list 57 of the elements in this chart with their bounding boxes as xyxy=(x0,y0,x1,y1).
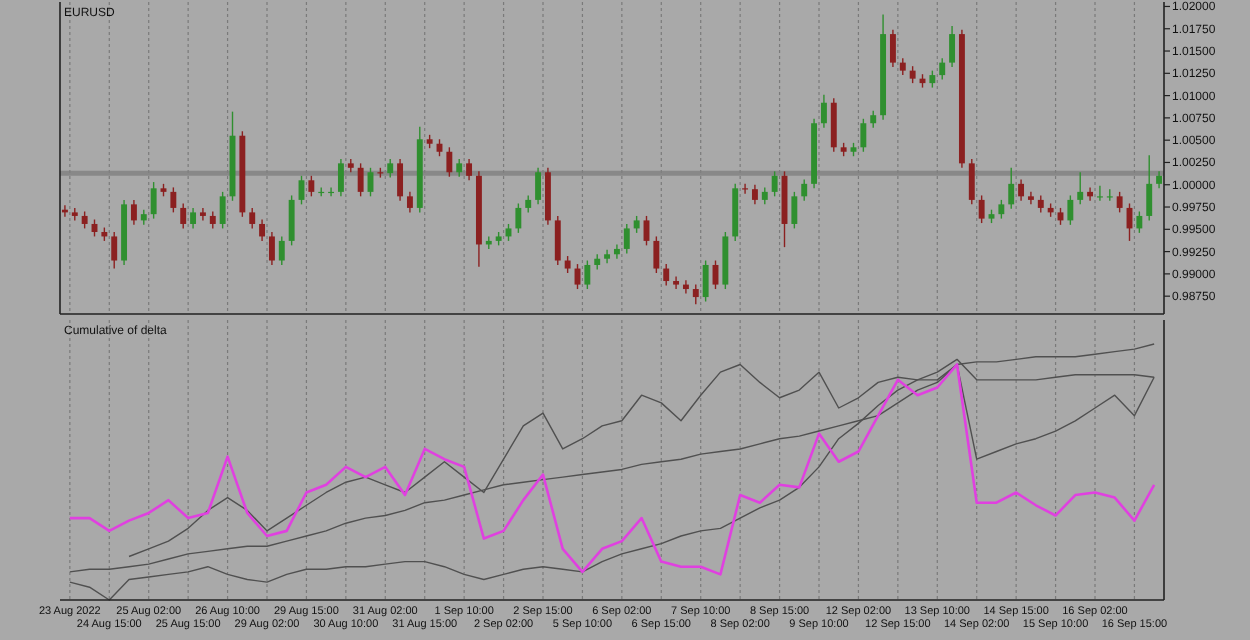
candlestick xyxy=(1146,154,1153,222)
candlestick xyxy=(1077,171,1084,206)
candlestick xyxy=(249,207,256,230)
candlestick xyxy=(219,191,226,230)
candlestick xyxy=(968,158,975,206)
candlestick xyxy=(1067,194,1074,226)
candlestick xyxy=(613,243,620,260)
candlestick xyxy=(820,94,827,129)
candlestick xyxy=(288,194,295,247)
candlestick xyxy=(1027,191,1034,206)
candlestick xyxy=(554,215,561,266)
candlestick xyxy=(663,263,670,287)
candlestick xyxy=(584,259,591,290)
candlestick xyxy=(673,275,680,290)
candlestick xyxy=(406,191,413,214)
candlestick xyxy=(150,181,157,220)
candlestick xyxy=(771,170,778,198)
candlestick xyxy=(791,191,798,230)
candlestick xyxy=(446,146,453,178)
candlestick xyxy=(397,158,404,202)
candlestick xyxy=(1116,191,1123,214)
candlestick xyxy=(623,223,630,255)
candlestick xyxy=(949,25,956,68)
candlestick xyxy=(268,231,275,266)
candlestick xyxy=(199,207,206,222)
candlestick xyxy=(1136,210,1143,234)
candlestick xyxy=(1018,178,1025,202)
candlestick xyxy=(259,218,266,242)
candlestick xyxy=(751,184,758,206)
candlestick xyxy=(357,162,364,198)
candlestick xyxy=(830,97,837,153)
candlestick xyxy=(111,231,118,270)
candlestick xyxy=(515,202,522,234)
candlestick xyxy=(387,158,394,179)
candlestick xyxy=(170,186,177,214)
candlestick xyxy=(801,178,808,202)
candlestick xyxy=(939,57,946,81)
candlestick xyxy=(466,158,473,181)
candlestick xyxy=(692,283,699,305)
candlestick xyxy=(278,235,285,266)
candlestick xyxy=(130,199,137,226)
candlestick xyxy=(653,235,660,274)
candlestick xyxy=(180,202,187,230)
candlestick xyxy=(889,28,896,68)
candlestick xyxy=(1096,184,1103,202)
candlestick xyxy=(978,194,985,224)
candlestick xyxy=(860,118,867,153)
candlestick xyxy=(535,167,542,206)
candlestick xyxy=(190,207,197,230)
candlestick xyxy=(308,175,315,198)
candlestick xyxy=(742,183,749,195)
candlestick xyxy=(682,279,689,295)
candlestick xyxy=(1008,167,1015,210)
candlestick xyxy=(337,158,344,198)
candlestick xyxy=(702,259,709,303)
candlestick xyxy=(1087,186,1094,202)
candlestick xyxy=(998,199,1005,220)
